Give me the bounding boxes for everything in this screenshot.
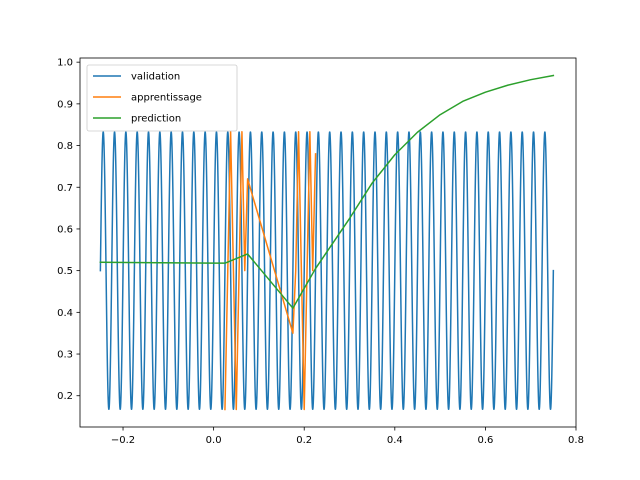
axes-frame: [79, 57, 577, 428]
series-layer: [99, 74, 555, 411]
legend-label-apprentissage: apprentissage: [131, 93, 202, 104]
x-tick-label: 0.8: [568, 435, 584, 446]
legend-label-validation: validation: [131, 72, 180, 83]
y-tick-label: 0.4: [57, 308, 73, 319]
y-tick-label: 0.5: [57, 266, 73, 277]
x-tick-label: 0.0: [206, 435, 222, 446]
y-tick-label: 1.0: [57, 58, 73, 69]
y-tick-label: 0.7: [57, 183, 73, 194]
legend-box: [86, 64, 238, 132]
y-tick-label: 0.8: [57, 141, 73, 152]
y-tick-label: 0.3: [57, 350, 73, 361]
series-line-validation: [99, 131, 555, 410]
series-line-prediction: [99, 74, 555, 309]
y-tick-label: 0.9: [57, 99, 73, 110]
legend: validation apprentissage prediction: [86, 64, 238, 132]
x-tick-label: 0.2: [296, 435, 312, 446]
x-tick-label: −0.2: [111, 435, 135, 446]
x-tick-label: 0.6: [477, 435, 493, 446]
legend-label-prediction: prediction: [131, 114, 181, 125]
y-tick-label: 0.2: [57, 391, 73, 402]
y-tick-label: 0.6: [57, 224, 73, 235]
x-tick-label: 0.4: [387, 435, 403, 446]
axes-layer: −0.2 0.0 0.2 0.4 0.6 0.8 0.2 0.3 0.4 0.5 0.6 0.7 0.8…: [57, 57, 584, 446]
series-line-apprentissage: [224, 131, 317, 411]
